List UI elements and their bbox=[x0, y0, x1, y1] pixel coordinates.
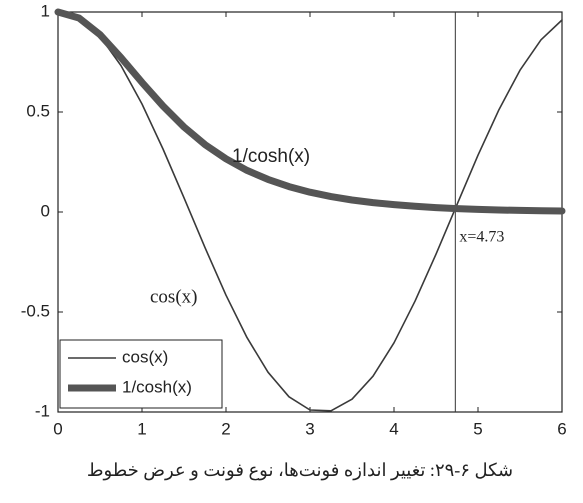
annotation: cos(x) bbox=[150, 286, 197, 307]
y-tick-label: 0 bbox=[41, 201, 50, 220]
legend-label: 1/cosh(x) bbox=[122, 377, 192, 396]
legend-label: cos(x) bbox=[122, 347, 168, 366]
legend-box bbox=[59, 339, 223, 409]
x-tick-label: 5 bbox=[473, 419, 482, 438]
series-line bbox=[57, 11, 563, 412]
x-tick-label: 0 bbox=[53, 419, 62, 438]
x-tick-label: 3 bbox=[305, 419, 314, 438]
y-tick-label: -1 bbox=[35, 401, 50, 420]
annotation: 1/cosh(x) bbox=[232, 146, 310, 167]
y-tick-label: 1 bbox=[41, 1, 50, 20]
y-tick-label: 0.5 bbox=[26, 101, 50, 120]
series-line bbox=[54, 8, 566, 215]
y-tick-label: -0.5 bbox=[21, 301, 50, 320]
caption: شکل ۶-۲۹: تغییر اندازه فونت‌ها، نوع فونت… bbox=[87, 460, 513, 481]
x-tick-label: 1 bbox=[137, 419, 146, 438]
reference-label: x=4.73 bbox=[459, 229, 504, 246]
x-tick-label: 4 bbox=[389, 419, 398, 438]
x-tick-label: 2 bbox=[221, 419, 230, 438]
x-tick-label: 6 bbox=[557, 419, 566, 438]
